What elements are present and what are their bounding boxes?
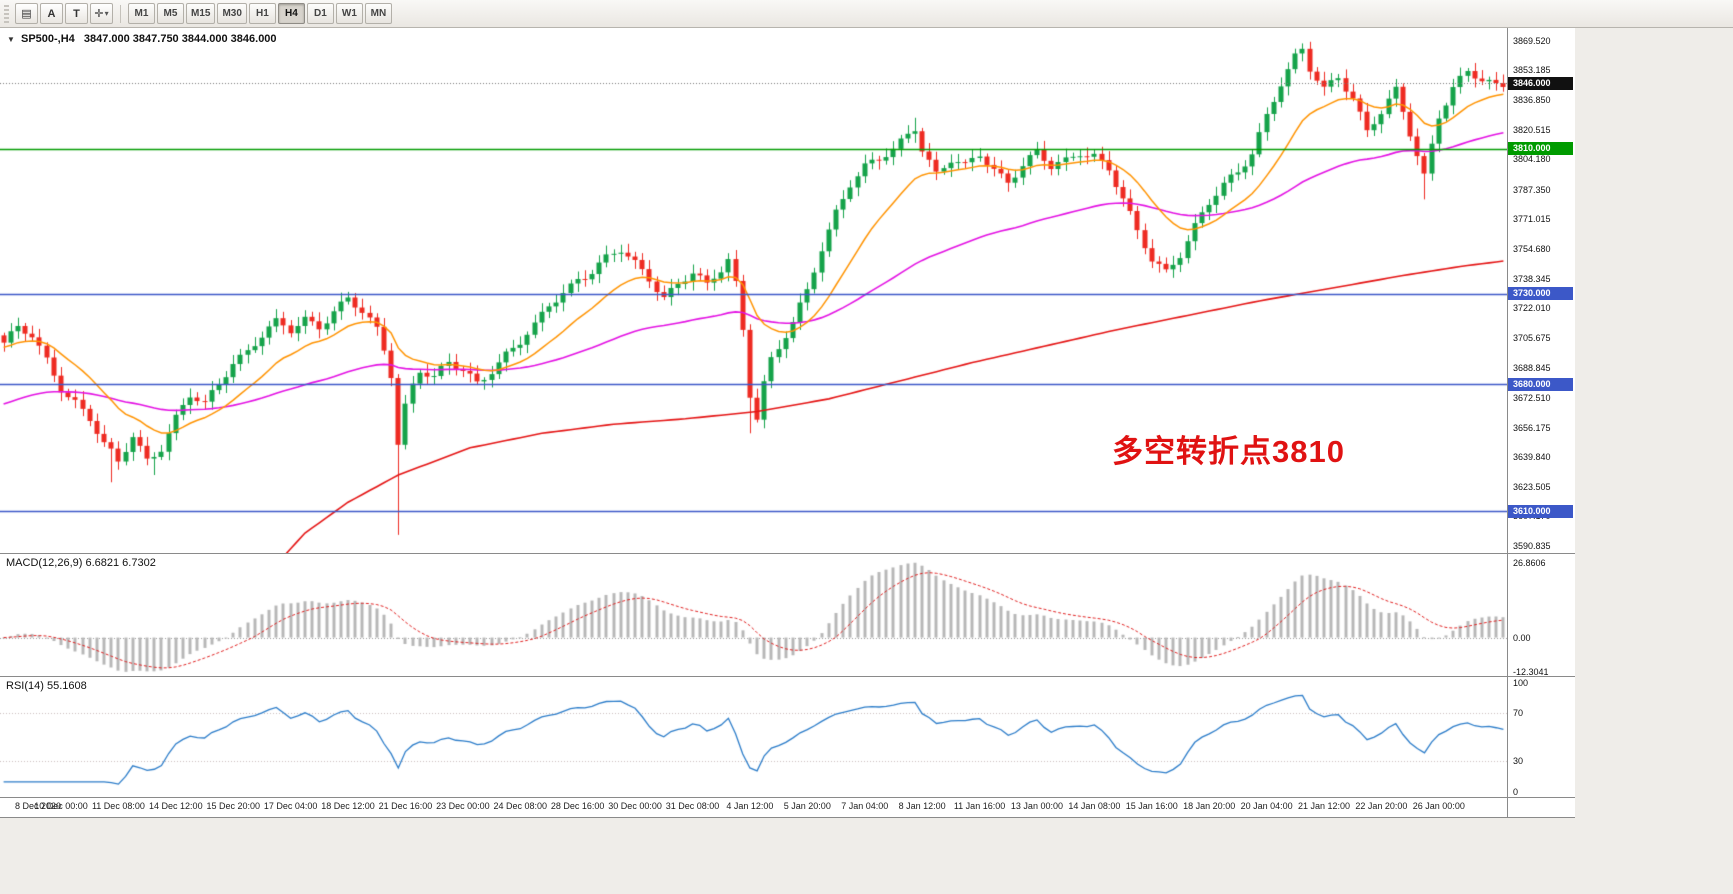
drawing-tools-group: ▤ A T ✛ ▾ <box>15 3 113 24</box>
rsi-panel-label: RSI(14) 55.1608 <box>6 680 87 692</box>
time-axis-label: 11 Jan 16:00 <box>953 801 1006 811</box>
time-axis-label: 15 Jan 16:00 <box>1125 801 1178 811</box>
annotation-text[interactable]: 多空转折点3810 <box>1112 434 1345 469</box>
price-axis-separator[interactable] <box>1507 28 1508 818</box>
symbol-timeframe-label: SP500-,H4 <box>20 33 75 45</box>
timeframe-buttons-group: M1 M5 M15 M30 H1 H4 D1 W1 MN <box>128 3 392 24</box>
price-axis-label: 3754.680 <box>1513 243 1551 254</box>
price-axis-label: 3705.675 <box>1513 332 1551 343</box>
macd-axis-label: -12.3041 <box>1513 666 1549 677</box>
collapse-triangle-icon[interactable]: ▼ <box>7 35 15 44</box>
hline-price-tag: 3810.000 <box>1508 142 1573 156</box>
time-axis-label: 7 Jan 04:00 <box>841 801 889 811</box>
indicator-list-icon[interactable]: ▤ <box>15 3 38 24</box>
price-axis-label: 3853.185 <box>1513 65 1551 76</box>
price-axis-label: 3672.510 <box>1513 392 1551 403</box>
price-axis-label: 3590.835 <box>1513 541 1551 552</box>
timeframe-h4-button[interactable]: H4 <box>277 3 305 24</box>
crosshair-tool-button[interactable]: ✛ ▾ <box>90 3 113 24</box>
time-axis-label: 18 Dec 12:00 <box>321 801 375 811</box>
price-axis-label: 3688.845 <box>1513 363 1551 374</box>
time-axis-divider <box>0 797 1575 798</box>
timeframe-m5-button[interactable]: M5 <box>157 3 184 24</box>
price-axis-label: 3623.505 <box>1513 481 1551 492</box>
time-axis-label: 30 Dec 00:00 <box>608 801 662 811</box>
time-axis-label: 24 Dec 08:00 <box>493 801 548 811</box>
time-axis-label: 5 Jan 20:00 <box>783 801 831 811</box>
chart-bottom-border <box>0 817 1575 818</box>
pane-divider-macd[interactable] <box>0 553 1575 554</box>
text-label-button[interactable]: T <box>65 3 88 24</box>
macd-axis-label: 0.00 <box>1513 632 1531 643</box>
price-axis-label: 3787.350 <box>1513 184 1551 195</box>
time-axis-label: 22 Jan 20:00 <box>1355 801 1408 811</box>
rsi-axis-label: 0 <box>1513 787 1519 797</box>
time-axis-label: 8 Dec 2020 <box>14 801 62 811</box>
pane-divider-rsi[interactable] <box>0 676 1575 677</box>
timeframe-h1-button[interactable]: H1 <box>248 3 276 24</box>
rsi-axis-label: 100 <box>1513 678 1529 688</box>
hline-price-tag: 3730.000 <box>1508 287 1573 301</box>
current-price-tag: 3846.000 <box>1508 76 1573 90</box>
toolbar-grip[interactable] <box>4 4 9 23</box>
timeframe-d1-button[interactable]: D1 <box>306 3 334 24</box>
macd-indicator-canvas[interactable] <box>0 554 1507 676</box>
price-axis-label: 3869.520 <box>1513 35 1551 46</box>
hline-price-tag: 3610.000 <box>1508 504 1573 518</box>
time-axis-label: 23 Dec 00:00 <box>436 801 490 811</box>
price-axis-label: 3738.345 <box>1513 273 1551 284</box>
timeframe-w1-button[interactable]: W1 <box>335 3 363 24</box>
time-axis-label: 21 Dec 16:00 <box>378 801 433 811</box>
price-axis-label: 3836.850 <box>1513 94 1551 105</box>
time-axis-label: 26 Jan 00:00 <box>1412 801 1465 811</box>
rsi-axis-label: 70 <box>1513 708 1524 718</box>
macd-panel-label: MACD(12,26,9) 6.6821 6.7302 <box>6 557 156 569</box>
time-axis-label: 31 Dec 08:00 <box>665 801 720 811</box>
time-axis-label: 18 Jan 20:00 <box>1183 801 1236 811</box>
time-axis-label: 21 Jan 12:00 <box>1297 801 1351 811</box>
price-axis-label: 3820.515 <box>1513 124 1551 135</box>
hline-price-tag: 3680.000 <box>1508 377 1573 391</box>
dropdown-arrow-icon: ▾ <box>104 9 109 18</box>
price-axis-label: 3639.840 <box>1513 452 1551 463</box>
macd-axis-label: 26.8606 <box>1513 557 1546 568</box>
timeframe-m30-button[interactable]: M30 <box>217 3 247 24</box>
price-axis-label: 3722.010 <box>1513 303 1551 314</box>
timeframe-mn-button[interactable]: MN <box>364 3 392 24</box>
time-axis-label: 11 Dec 08:00 <box>91 801 145 811</box>
toolbar: ▤ A T ✛ ▾ M1 M5 M15 M30 H1 H4 D1 W1 MN <box>0 0 1733 28</box>
time-axis-label: 20 Jan 04:00 <box>1240 801 1293 811</box>
time-axis-label: 10 Dec 00:00 <box>34 801 88 811</box>
ohlc-values: 3847.000 3847.750 3844.000 3846.000 <box>83 33 277 45</box>
time-axis-label: 15 Dec 20:00 <box>206 801 260 811</box>
price-axis-label: 3656.175 <box>1513 422 1551 433</box>
price-axis-label: 3804.180 <box>1513 154 1551 165</box>
time-axis-label: 13 Jan 00:00 <box>1010 801 1063 811</box>
time-axis-label: 8 Jan 12:00 <box>898 801 946 811</box>
main-chart-canvas[interactable] <box>0 28 1507 553</box>
time-axis-label: 14 Dec 12:00 <box>149 801 203 811</box>
timeframe-m15-button[interactable]: M15 <box>186 3 216 24</box>
time-axis-label: 17 Dec 04:00 <box>263 801 318 811</box>
time-axis-label: 28 Dec 16:00 <box>550 801 605 811</box>
time-axis-label: 14 Jan 08:00 <box>1068 801 1121 811</box>
rsi-axis-label: 30 <box>1513 756 1524 766</box>
font-tool-button[interactable]: A <box>40 3 63 24</box>
chart-title: ▼ SP500-,H4 3847.000 3847.750 3844.000 3… <box>7 33 277 45</box>
timeframe-m1-button[interactable]: M1 <box>128 3 155 24</box>
rsi-indicator-canvas[interactable] <box>0 677 1507 797</box>
time-axis-label: 4 Jan 12:00 <box>726 801 774 811</box>
toolbar-separator <box>120 4 121 23</box>
price-axis-label: 3771.015 <box>1513 214 1551 225</box>
